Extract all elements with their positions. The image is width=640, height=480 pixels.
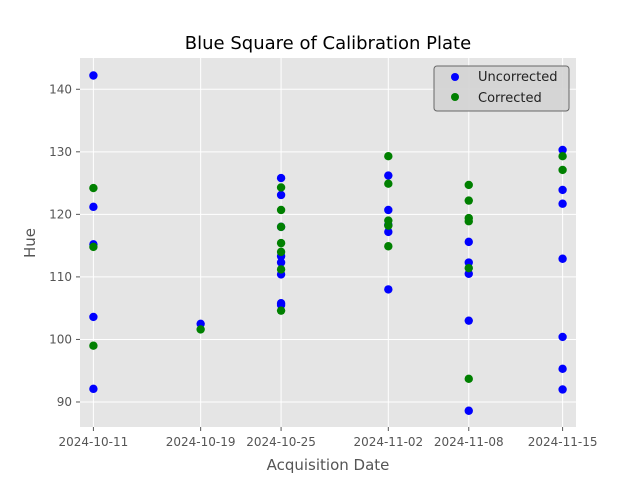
x-tick-label: 2024-10-19: [166, 435, 236, 449]
data-point-uncorrected: [558, 364, 567, 374]
x-tick-label: 2024-10-11: [59, 435, 129, 449]
data-point-uncorrected: [384, 227, 393, 237]
y-tick-label: 90: [57, 395, 72, 409]
data-point-uncorrected: [558, 145, 567, 155]
data-point-uncorrected: [464, 406, 473, 415]
data-point-corrected: [276, 247, 286, 257]
data-point-uncorrected: [558, 385, 567, 394]
data-point-uncorrected: [384, 171, 393, 180]
x-tick-label: 2024-11-02: [353, 435, 423, 449]
data-point-uncorrected: [89, 71, 98, 80]
data-point-corrected: [558, 165, 567, 175]
axis-ticks: 90 100 110 120 130 140 2024-10-11 2024-10-19 202…: [49, 82, 597, 449]
data-points: [89, 71, 567, 415]
data-point-uncorrected: [464, 237, 473, 247]
data-point-corrected: [384, 242, 393, 251]
data-point-uncorrected: [89, 312, 98, 322]
data-point-corrected: [196, 325, 205, 334]
data-point-uncorrected: [89, 384, 98, 394]
y-tick-label: 110: [49, 270, 72, 284]
data-point-corrected: [89, 242, 98, 252]
data-point-uncorrected: [558, 199, 567, 208]
legend-label-uncorrected: Uncorrected: [478, 70, 558, 85]
y-axis-label: Hue: [21, 228, 39, 258]
data-point-corrected: [276, 222, 286, 232]
legend-marker-uncorrected: [451, 73, 459, 81]
y-tick-label: 140: [49, 82, 72, 96]
chart-title: Blue Square of Calibration Plate: [185, 33, 471, 54]
data-point-corrected: [89, 183, 98, 193]
data-point-uncorrected: [384, 285, 393, 294]
data-point-uncorrected: [276, 173, 286, 183]
data-point-uncorrected: [558, 185, 567, 195]
plot-area: [80, 58, 576, 427]
x-tick-label: 2024-11-15: [528, 435, 598, 449]
data-point-uncorrected: [89, 202, 98, 212]
data-point-corrected: [464, 196, 473, 205]
data-point-corrected: [384, 179, 393, 188]
legend-label-corrected: Corrected: [478, 91, 542, 106]
data-point-uncorrected: [384, 205, 393, 215]
data-point-corrected: [276, 183, 286, 192]
data-point-corrected: [464, 263, 473, 273]
data-point-uncorrected: [558, 332, 567, 342]
data-point-uncorrected: [558, 254, 567, 263]
data-point-corrected: [276, 205, 286, 215]
data-point-corrected: [464, 374, 473, 384]
legend: Uncorrected Corrected: [433, 65, 570, 112]
data-point-corrected: [89, 341, 98, 350]
data-point-corrected: [276, 265, 286, 274]
data-point-uncorrected: [276, 258, 286, 267]
x-tick-label: 2024-10-25: [246, 435, 316, 449]
data-point-corrected: [276, 306, 286, 315]
data-point-corrected: [384, 151, 393, 161]
y-tick-label: 120: [49, 207, 72, 221]
data-point-corrected: [464, 217, 473, 226]
x-axis-label: Acquisition Date: [267, 456, 390, 474]
data-point-corrected: [464, 180, 473, 190]
y-tick-label: 100: [49, 332, 72, 346]
data-point-corrected: [276, 238, 286, 248]
legend-box: [433, 65, 570, 112]
legend-marker-corrected: [451, 93, 459, 101]
data-point-uncorrected: [464, 316, 473, 325]
data-point-uncorrected: [276, 190, 286, 200]
data-point-corrected: [558, 151, 567, 161]
data-point-corrected: [384, 221, 393, 230]
y-tick-label: 130: [49, 145, 72, 159]
x-tick-label: 2024-11-08: [434, 435, 504, 449]
